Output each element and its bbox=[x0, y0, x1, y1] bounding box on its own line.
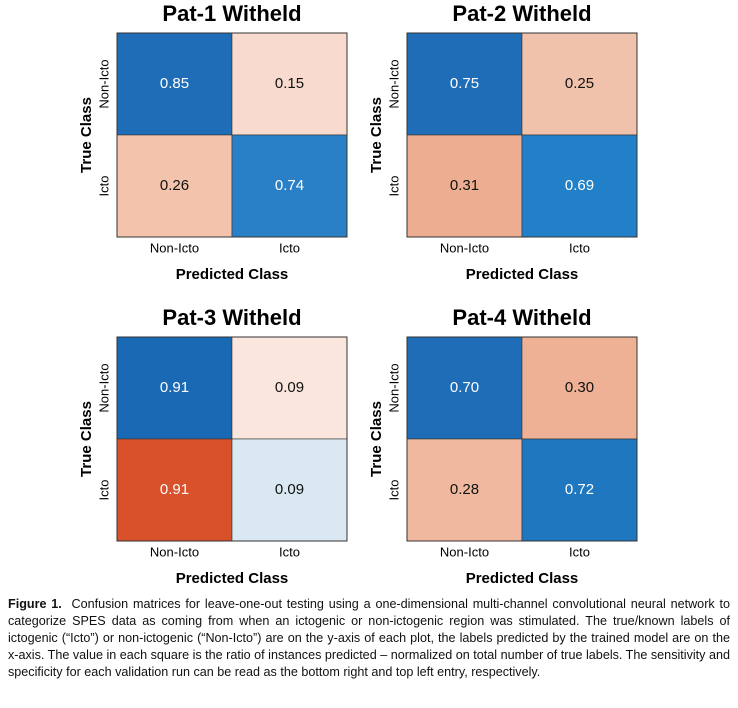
x-tick-label: Icto bbox=[279, 240, 300, 255]
cell-label: 0.30 bbox=[565, 379, 594, 396]
heatmap-cell bbox=[231, 32, 348, 136]
cell-label: 0.25 bbox=[565, 75, 594, 92]
y-tick-label: Non-Icto bbox=[386, 363, 401, 412]
caption-text: Confusion matrices for leave-one-out tes… bbox=[8, 597, 731, 679]
heatmap-cell bbox=[231, 438, 348, 542]
cell-label: 0.28 bbox=[450, 481, 479, 498]
cell-label: 0.91 bbox=[160, 481, 189, 498]
x-axis-label: Predicted Class bbox=[466, 266, 579, 283]
cell-label: 0.15 bbox=[275, 75, 304, 92]
heatmap-cell bbox=[116, 336, 233, 440]
y-tick-label: Icto bbox=[386, 480, 401, 501]
caption-label: Figure 1. bbox=[8, 597, 62, 611]
plot-frame bbox=[406, 336, 638, 542]
x-tick-label: Icto bbox=[569, 240, 590, 255]
cell-label: 0.70 bbox=[450, 379, 479, 396]
heatmap-cell bbox=[231, 336, 348, 440]
heatmap-cell bbox=[521, 134, 638, 238]
cell-label: 0.85 bbox=[160, 75, 189, 92]
heatmap-cell bbox=[116, 134, 233, 238]
x-tick-label: Non-Icto bbox=[150, 544, 199, 559]
x-tick-label: Icto bbox=[279, 544, 300, 559]
plot-frame bbox=[116, 336, 348, 542]
x-tick-label: Icto bbox=[569, 544, 590, 559]
chart-title: Pat-1 Witheld bbox=[162, 1, 301, 26]
x-axis-label: Predicted Class bbox=[176, 570, 289, 587]
plot-frame bbox=[116, 32, 348, 238]
cell-label: 0.09 bbox=[275, 481, 304, 498]
cell-label: 0.75 bbox=[450, 75, 479, 92]
heatmap-cell bbox=[116, 438, 233, 542]
chart-title: Pat-2 Witheld bbox=[452, 1, 591, 26]
x-tick-label: Non-Icto bbox=[440, 544, 489, 559]
x-axis-label: Predicted Class bbox=[466, 570, 579, 587]
chart-title: Pat-3 Witheld bbox=[162, 305, 301, 330]
heatmap-cell bbox=[116, 32, 233, 136]
y-tick-label: Icto bbox=[96, 176, 111, 197]
cell-label: 0.72 bbox=[565, 481, 594, 498]
heatmap-cell bbox=[521, 32, 638, 136]
figure: Pat-1 Witheld 0.85 0.15 0.26 0.74 Non-Icto Ict… bbox=[78, 1, 638, 587]
cell-label: 0.91 bbox=[160, 379, 189, 396]
heatmap-cell bbox=[521, 438, 638, 542]
cell-label: 0.26 bbox=[160, 177, 189, 194]
heatmap-cell bbox=[521, 336, 638, 440]
cell-label: 0.31 bbox=[450, 177, 479, 194]
chart-title: Pat-4 Witheld bbox=[452, 305, 591, 330]
plot-frame bbox=[406, 32, 638, 238]
heatmap-cell bbox=[231, 134, 348, 238]
y-tick-label: Non-Icto bbox=[96, 59, 111, 108]
x-tick-label: Non-Icto bbox=[150, 240, 199, 255]
y-tick-label: Icto bbox=[96, 480, 111, 501]
y-axis-label: True Class bbox=[368, 401, 385, 477]
x-axis-label: Predicted Class bbox=[176, 266, 289, 283]
y-axis-label: True Class bbox=[368, 97, 385, 173]
caption: Figure 1. Confusion matrices for leave-o… bbox=[8, 596, 730, 681]
y-axis-label: True Class bbox=[78, 97, 95, 173]
y-axis-label: True Class bbox=[78, 401, 95, 477]
cell-label: 0.69 bbox=[565, 177, 594, 194]
y-tick-label: Icto bbox=[386, 176, 401, 197]
cell-label: 0.74 bbox=[275, 177, 304, 194]
y-tick-label: Non-Icto bbox=[386, 59, 401, 108]
cell-label: 0.09 bbox=[275, 379, 304, 396]
x-tick-label: Non-Icto bbox=[440, 240, 489, 255]
y-tick-label: Non-Icto bbox=[96, 363, 111, 412]
